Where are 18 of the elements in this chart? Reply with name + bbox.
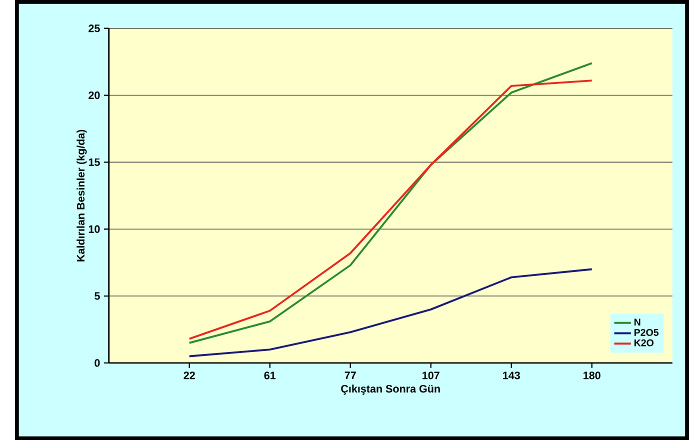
x-tick-label: 107 <box>422 372 440 380</box>
y-tick-label: 0 <box>94 359 100 367</box>
x-tick-label: 22 <box>184 372 195 380</box>
y-tick-label: 5 <box>94 292 100 300</box>
x-tick-label: 61 <box>264 372 276 380</box>
legend-label: K2O <box>634 339 654 346</box>
y-axis-title: Kaldırılan Besinler (kg/da) <box>76 130 87 262</box>
x-tick-label: 77 <box>344 372 356 379</box>
y-tick-label: 10 <box>88 225 100 233</box>
line-series <box>188 268 593 358</box>
y-tick-label: 20 <box>88 91 100 99</box>
x-axis-title: Çıkıştan Sonra Gün <box>341 384 440 395</box>
x-tick-label: 180 <box>584 372 600 380</box>
legend-label: P2O5 <box>634 328 659 336</box>
y-tick-label: 25 <box>88 24 100 32</box>
x-tick-label: 143 <box>503 372 520 380</box>
legend-label: N <box>634 318 640 326</box>
y-tick-label: 15 <box>88 158 100 166</box>
